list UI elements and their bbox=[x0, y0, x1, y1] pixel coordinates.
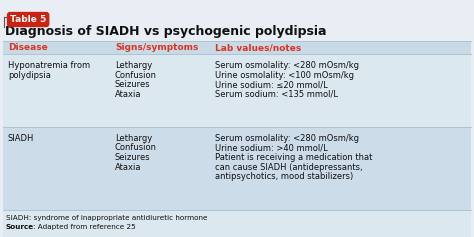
Text: Patient is receiving a medication that: Patient is receiving a medication that bbox=[215, 153, 373, 162]
Text: Source: Source bbox=[6, 224, 34, 230]
Bar bbox=[3, 41, 471, 54]
Text: Confusion: Confusion bbox=[115, 143, 157, 152]
Text: Lethargy: Lethargy bbox=[115, 61, 152, 70]
Text: SIADH: syndrome of inappropriate antidiuretic hormone: SIADH: syndrome of inappropriate antidiu… bbox=[6, 215, 208, 221]
Text: Diagnosis of SIADH vs psychogenic polydipsia: Diagnosis of SIADH vs psychogenic polydi… bbox=[5, 25, 327, 38]
Text: Ataxia: Ataxia bbox=[115, 163, 142, 172]
Text: Lethargy: Lethargy bbox=[115, 134, 152, 143]
Bar bbox=[3, 54, 471, 127]
Text: Serum sodium: <135 mmol/L: Serum sodium: <135 mmol/L bbox=[215, 90, 338, 99]
Text: Disease: Disease bbox=[8, 43, 48, 52]
Text: polydipsia: polydipsia bbox=[8, 70, 51, 79]
Text: Lab values/notes: Lab values/notes bbox=[215, 43, 301, 52]
Text: SIADH: SIADH bbox=[8, 134, 35, 143]
Text: Urine sodium: ≤20 mmol/L: Urine sodium: ≤20 mmol/L bbox=[215, 80, 328, 89]
Bar bbox=[3, 127, 471, 210]
Text: Signs/symptoms: Signs/symptoms bbox=[115, 43, 199, 52]
Text: Serum osmolality: <280 mOsm/kg: Serum osmolality: <280 mOsm/kg bbox=[215, 134, 359, 143]
Text: Ataxia: Ataxia bbox=[115, 90, 142, 99]
Text: Confusion: Confusion bbox=[115, 70, 157, 79]
Bar bbox=[3, 210, 471, 237]
Text: Serum osmolality: <280 mOsm/kg: Serum osmolality: <280 mOsm/kg bbox=[215, 61, 359, 70]
Text: Seizures: Seizures bbox=[115, 153, 151, 162]
Text: : Adapted from reference 25: : Adapted from reference 25 bbox=[33, 224, 136, 230]
Text: Seizures: Seizures bbox=[115, 80, 151, 89]
Text: Urine osmolality: <100 mOsm/kg: Urine osmolality: <100 mOsm/kg bbox=[215, 70, 354, 79]
Text: can cause SIADH (antidepressants,: can cause SIADH (antidepressants, bbox=[215, 163, 363, 172]
Text: Hyponatremia from: Hyponatremia from bbox=[8, 61, 90, 70]
Text: Table 5: Table 5 bbox=[10, 15, 46, 24]
Text: antipsychotics, mood stabilizers): antipsychotics, mood stabilizers) bbox=[215, 172, 353, 181]
Text: Urine sodium: >40 mmol/L: Urine sodium: >40 mmol/L bbox=[215, 143, 328, 152]
